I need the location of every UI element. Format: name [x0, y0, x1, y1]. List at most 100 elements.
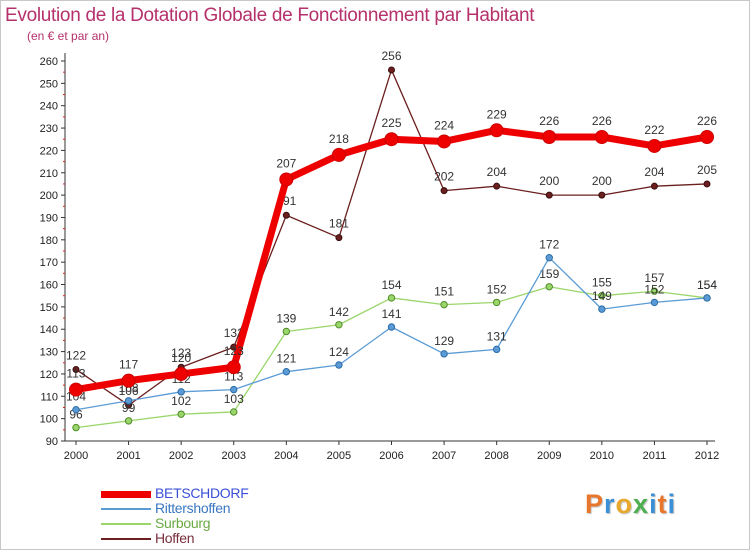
data-label-betschdorf: 218 [329, 132, 349, 146]
data-point-betschdorf [542, 130, 557, 144]
data-label-betschdorf: 120 [171, 351, 191, 365]
y-tick-label: 110 [40, 391, 58, 403]
data-point-betschdorf [437, 134, 452, 149]
data-point-hoffen [493, 182, 501, 190]
data-point-hoffen [440, 187, 448, 195]
data-label-hoffen: 122 [66, 348, 86, 362]
data-point-surbourg [282, 327, 291, 336]
data-point-rittershoffen [72, 406, 80, 414]
brand-letter: r [604, 489, 616, 519]
data-point-hoffen [598, 191, 606, 199]
data-point-surbourg [177, 410, 185, 418]
data-label-surbourg: 154 [381, 278, 401, 292]
proxiti-logo: Proxiti [585, 489, 676, 520]
data-label-betschdorf: 229 [487, 107, 507, 121]
data-point-betschdorf [279, 172, 294, 187]
data-label-betschdorf: 207 [276, 156, 296, 170]
x-tick-label: 2000 [64, 450, 88, 462]
data-label-hoffen: 204 [487, 165, 507, 179]
legend-swatch [101, 508, 151, 510]
y-tick-label: 170 [40, 257, 58, 269]
data-point-surbourg [387, 294, 396, 302]
y-tick-label: 220 [40, 145, 58, 157]
data-label-surbourg: 151 [434, 285, 454, 299]
data-point-betschdorf [174, 366, 189, 381]
data-point-rittershoffen [177, 388, 185, 396]
data-point-hoffen [335, 234, 343, 242]
data-point-surbourg [650, 287, 659, 295]
data-point-rittershoffen [598, 305, 606, 313]
x-tick-label: 2012 [695, 450, 719, 462]
data-point-rittershoffen [335, 361, 343, 369]
legend-label: Surbourg [155, 515, 211, 531]
data-point-betschdorf [69, 382, 83, 397]
x-tick-label: 2009 [537, 450, 561, 462]
y-tick-label: 150 [40, 302, 58, 314]
data-label-hoffen: 202 [434, 170, 454, 184]
x-tick-label: 2006 [379, 450, 403, 462]
legend-label: BETSCHDORF [155, 485, 249, 501]
data-label-rittershoffen: 131 [487, 329, 507, 343]
data-label-hoffen: 200 [592, 174, 612, 188]
chart-subtitle: (en € et par an) [27, 29, 110, 43]
y-tick-label: 230 [40, 123, 58, 135]
data-point-rittershoffen [545, 254, 553, 262]
y-tick-label: 240 [40, 101, 58, 113]
x-tick-label: 2003 [222, 450, 246, 462]
data-label-hoffen: 200 [539, 174, 559, 188]
data-label-rittershoffen: 172 [539, 238, 559, 252]
brand-letter: i [667, 489, 677, 519]
x-tick-label: 2010 [590, 450, 614, 462]
data-point-betschdorf [384, 132, 399, 147]
x-tick-label: 2004 [274, 450, 298, 462]
data-point-surbourg [72, 423, 80, 432]
data-label-rittershoffen: 124 [329, 345, 349, 359]
x-tick-label: 2005 [327, 450, 351, 462]
data-label-rittershoffen: 152 [644, 282, 664, 296]
data-point-hoffen [388, 66, 395, 74]
data-label-betschdorf: 226 [539, 114, 559, 128]
data-point-betschdorf [121, 373, 136, 388]
y-tick-label: 160 [40, 280, 58, 292]
data-point-rittershoffen [650, 298, 659, 307]
data-label-surbourg: 102 [171, 394, 191, 408]
data-point-hoffen [545, 191, 553, 199]
data-label-betschdorf: 224 [434, 118, 454, 132]
y-tick-label: 210 [40, 168, 58, 180]
data-label-surbourg: 142 [329, 305, 349, 319]
data-label-hoffen: 181 [329, 217, 349, 231]
data-point-betschdorf [331, 147, 346, 162]
brand-letter: o [615, 489, 634, 519]
data-point-surbourg [598, 292, 606, 300]
data-point-surbourg [440, 300, 448, 309]
data-point-surbourg [492, 298, 501, 307]
data-point-hoffen [650, 182, 658, 190]
data-label-hoffen: 123 [171, 346, 191, 360]
y-tick-label: 100 [40, 414, 58, 426]
data-point-betschdorf [594, 130, 609, 144]
data-label-hoffen: 256 [381, 49, 401, 63]
data-label-surbourg: 139 [276, 311, 296, 325]
data-label-rittershoffen: 149 [592, 289, 612, 303]
data-point-surbourg [335, 321, 343, 329]
brand-letter: x [633, 489, 650, 519]
data-label-surbourg: 154 [697, 278, 717, 292]
data-label-rittershoffen: 129 [434, 334, 454, 348]
data-label-surbourg: 155 [592, 276, 612, 290]
data-point-hoffen [282, 211, 290, 219]
data-label-surbourg: 152 [487, 282, 507, 296]
chart-title: Evolution de la Dotation Globale de Fonc… [5, 5, 535, 26]
data-label-hoffen: 205 [697, 163, 717, 177]
legend-swatch [101, 538, 151, 540]
y-tick-label: 250 [40, 78, 58, 90]
data-label-betschdorf: 222 [644, 123, 664, 137]
data-label-hoffen: 204 [644, 165, 664, 179]
x-tick-label: 2007 [432, 450, 456, 462]
data-point-rittershoffen [282, 368, 291, 376]
y-tick-label: 130 [40, 347, 58, 359]
data-label-betschdorf: 226 [592, 114, 612, 128]
data-point-hoffen [72, 365, 80, 373]
data-label-surbourg: 157 [644, 271, 664, 285]
x-tick-label: 2011 [643, 450, 667, 462]
